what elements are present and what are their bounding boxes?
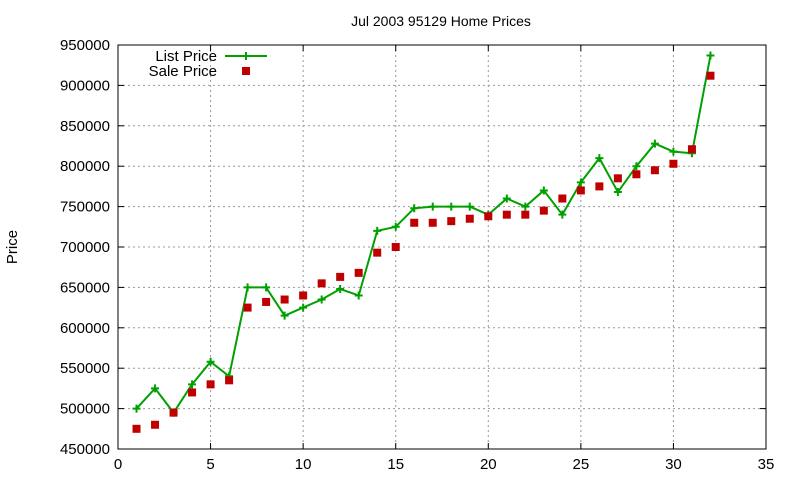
y-tick-label: 750000 — [60, 199, 110, 216]
y-tick-label: 500000 — [60, 401, 110, 418]
list-price-point — [706, 51, 715, 60]
sale-price-point — [484, 212, 493, 221]
x-tick-label: 20 — [480, 456, 497, 473]
list-price-point — [447, 202, 456, 211]
sale-price-point — [595, 182, 604, 191]
sale-price-point — [539, 206, 548, 215]
list-price-point — [391, 222, 400, 231]
sale-price-point — [262, 297, 271, 306]
list-price-point — [188, 380, 197, 389]
sale-price-point — [410, 218, 419, 227]
sale-price-point — [687, 145, 696, 154]
list-price-point — [410, 204, 419, 213]
legend-label-sale-price: Sale Price — [149, 63, 217, 80]
list-price-point — [558, 210, 567, 219]
list-price-point — [521, 202, 530, 211]
grid-layer — [118, 45, 766, 449]
ticks-layer: 0 5 10 15 20 25 30 35 450000 500000 550000 600000 65… — [60, 37, 774, 473]
x-tick-label: 0 — [114, 456, 122, 473]
sale-price-point — [576, 186, 585, 195]
sale-price-point — [391, 243, 400, 251]
sale-price-point — [299, 291, 308, 300]
list-price-point — [428, 202, 437, 211]
list-price-line — [135, 55, 712, 414]
y-axis-label: Price — [4, 230, 21, 264]
sale-price-point — [521, 210, 530, 219]
list-price-point — [354, 291, 363, 300]
sale-price-point — [132, 424, 141, 433]
list-price-point — [206, 357, 215, 366]
legend-sample-sale-price-marker — [242, 67, 250, 75]
list-price-point — [632, 162, 641, 171]
list-price-point — [613, 188, 622, 197]
sale-price-point — [169, 408, 178, 417]
list-price-point — [650, 139, 659, 148]
sale-price-point — [206, 380, 215, 389]
y-tick-label: 900000 — [60, 77, 110, 94]
list-price-point — [299, 303, 308, 312]
sale-price-point — [650, 166, 659, 175]
list-price-point — [595, 154, 604, 163]
y-tick-label: 850000 — [60, 118, 110, 135]
sale-price-point — [706, 71, 715, 80]
y-tick-label: 700000 — [60, 239, 110, 256]
sale-price-point — [502, 210, 511, 219]
sale-price-point — [465, 214, 474, 223]
y-tick-label: 800000 — [60, 158, 110, 175]
list-price-point — [243, 283, 252, 292]
x-tick-label: 10 — [295, 456, 312, 473]
x-tick-label: 35 — [758, 456, 775, 473]
sale-price-point — [151, 420, 160, 429]
list-price-point — [262, 283, 271, 292]
list-price-point — [151, 384, 160, 393]
sale-price-point — [336, 272, 345, 281]
list-price-point — [465, 202, 474, 211]
y-tick-label: 600000 — [60, 320, 110, 337]
sale-price-point — [669, 159, 678, 168]
list-price-point — [317, 295, 326, 304]
legend: List Price Sale Price — [149, 48, 267, 80]
y-tick-label: 550000 — [60, 360, 110, 377]
x-tick-label: 15 — [387, 456, 404, 473]
x-tick-label: 30 — [665, 456, 682, 473]
legend-sample-list-price-marker — [242, 52, 250, 60]
list-price-point — [669, 147, 678, 156]
y-tick-label: 650000 — [60, 279, 110, 296]
chart-title: Jul 2003 95129 Home Prices — [351, 13, 531, 29]
list-price-point — [502, 194, 511, 203]
sale-price-point — [632, 170, 641, 179]
sale-price-point — [558, 194, 567, 203]
sale-price-point — [188, 388, 197, 397]
x-tick-label: 25 — [573, 456, 590, 473]
legend-label-list-price: List Price — [155, 48, 217, 65]
sale-price-point — [280, 295, 289, 304]
list-price-point — [539, 186, 548, 195]
sale-price-point — [613, 174, 622, 183]
list-price-point — [132, 404, 141, 413]
sale-price-point — [317, 279, 326, 288]
list-price-point — [336, 285, 345, 294]
sale-price-point — [243, 303, 252, 312]
list-price-point — [576, 178, 585, 187]
list-price-point — [280, 311, 289, 320]
sale-price-point — [447, 217, 456, 226]
sale-price-point — [428, 218, 437, 227]
x-tick-label: 5 — [206, 456, 214, 473]
sale-price-point — [354, 268, 363, 277]
y-tick-label: 950000 — [60, 37, 110, 54]
y-tick-label: 450000 — [60, 441, 110, 458]
series-layer — [132, 51, 715, 433]
sale-price-point — [373, 248, 382, 257]
sale-price-point — [225, 376, 234, 385]
list-price-point — [373, 226, 382, 235]
